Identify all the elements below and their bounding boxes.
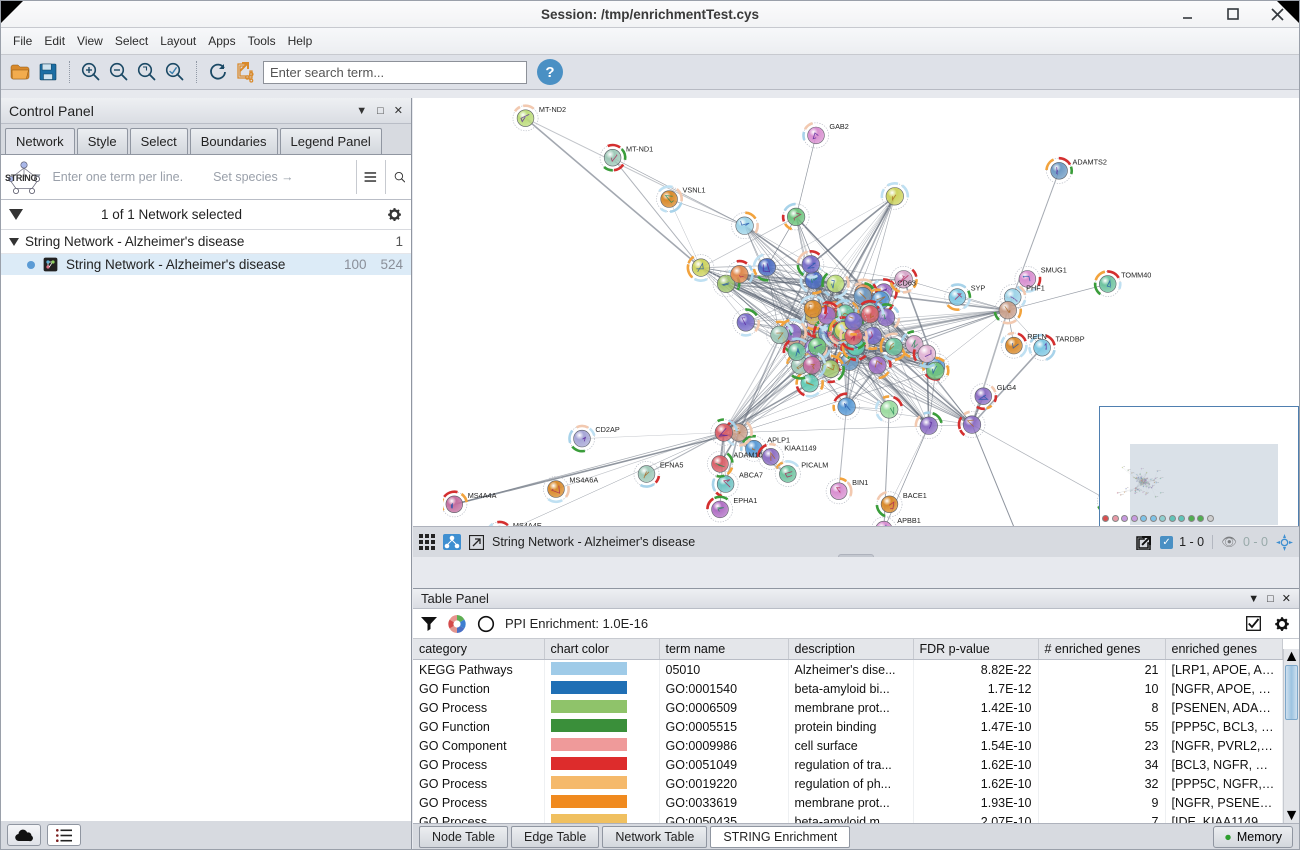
svg-text:CD63: CD63 xyxy=(897,279,916,288)
svg-text:RELN: RELN xyxy=(1027,332,1046,341)
svg-text:GAB2: GAB2 xyxy=(829,122,848,131)
svg-text:ADAM10: ADAM10 xyxy=(733,451,762,460)
svg-text:ABCA7: ABCA7 xyxy=(739,471,763,480)
svg-text:TARDBP: TARDBP xyxy=(1056,334,1085,343)
svg-text:CD2AP: CD2AP xyxy=(595,425,619,434)
svg-text:GLG4: GLG4 xyxy=(997,383,1016,392)
svg-text:MS4A6A: MS4A6A xyxy=(569,476,598,485)
svg-text:VSNL1: VSNL1 xyxy=(683,186,706,195)
svg-text:SMUG1: SMUG1 xyxy=(1041,266,1067,275)
svg-text:KIAA1149: KIAA1149 xyxy=(784,443,816,452)
svg-text:EFNA5: EFNA5 xyxy=(660,461,684,470)
svg-text:BACE1: BACE1 xyxy=(903,491,927,500)
svg-text:APBB1: APBB1 xyxy=(897,516,921,525)
svg-text:MS4A4A: MS4A4A xyxy=(468,491,497,500)
svg-text:MT-ND2: MT-ND2 xyxy=(539,105,566,114)
svg-text:ADAMTS2: ADAMTS2 xyxy=(1073,157,1107,166)
svg-text:TOMM40: TOMM40 xyxy=(1121,271,1151,280)
svg-text:PHF1: PHF1 xyxy=(1026,284,1045,293)
svg-text:PICALM: PICALM xyxy=(801,461,828,470)
svg-text:EPHA1: EPHA1 xyxy=(733,496,757,505)
svg-text:SYP: SYP xyxy=(971,284,986,293)
svg-text:MT-ND1: MT-ND1 xyxy=(626,144,653,153)
svg-text:BIN1: BIN1 xyxy=(852,478,868,487)
